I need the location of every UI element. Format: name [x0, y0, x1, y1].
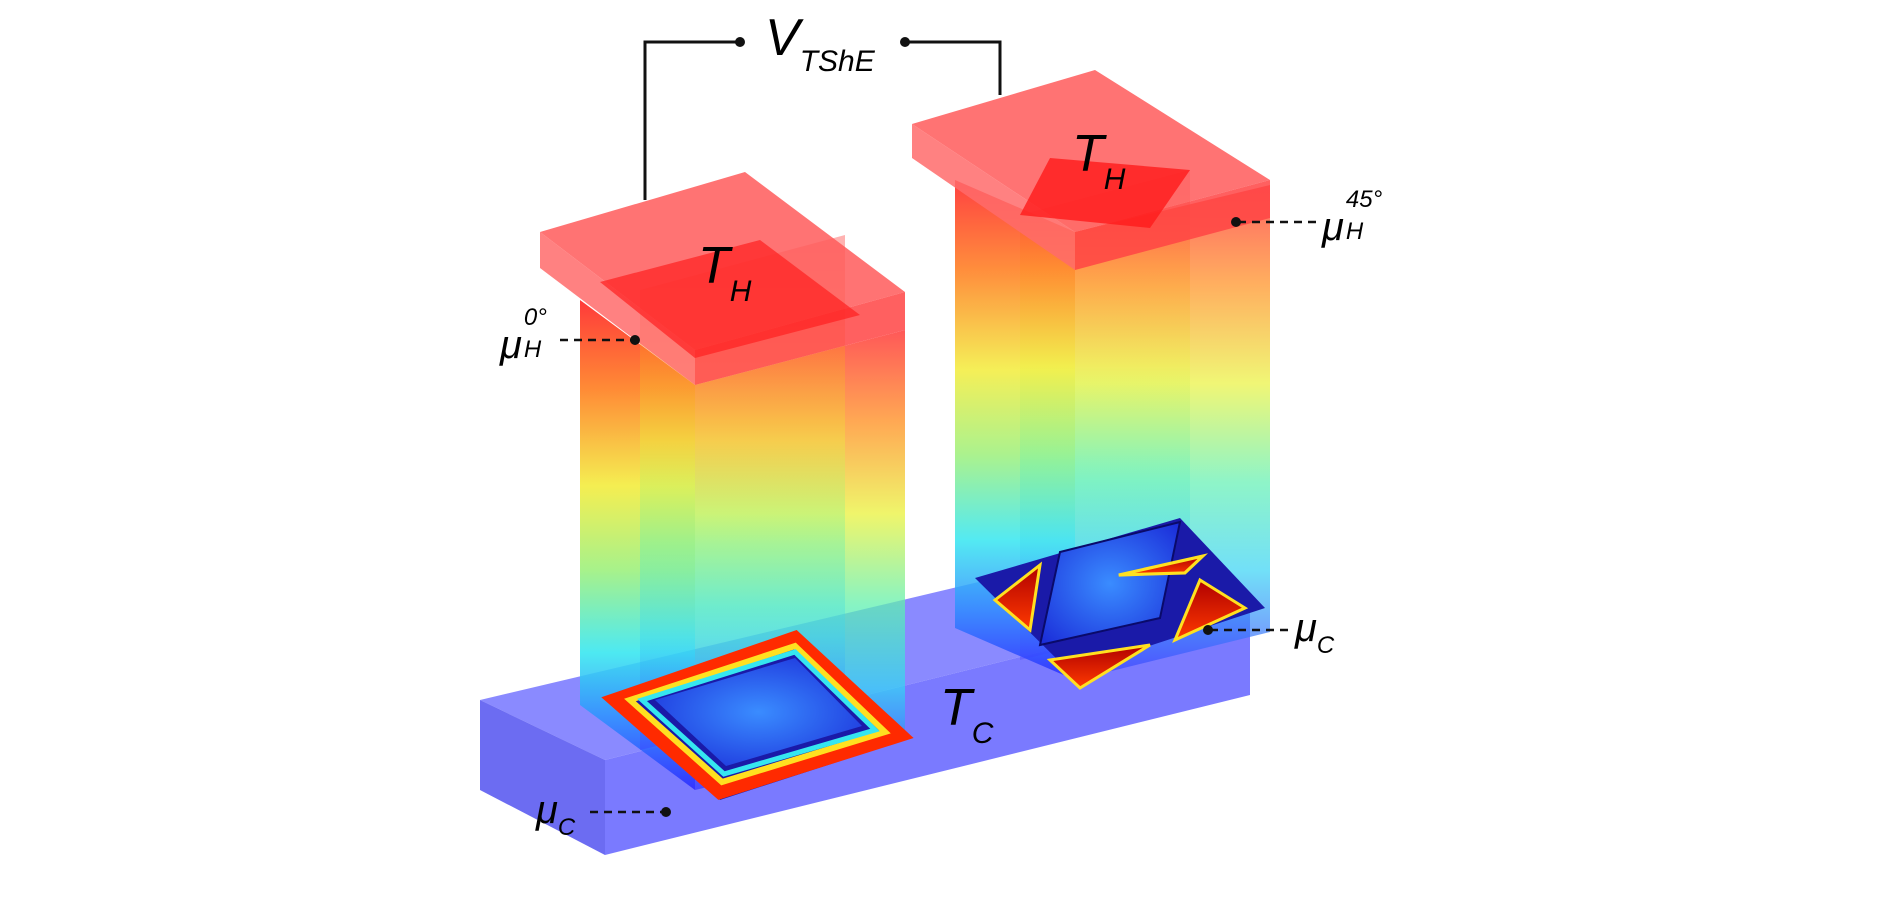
hot-right-label: TH — [1072, 125, 1126, 196]
right-triangle-pattern — [975, 518, 1265, 690]
right-hot-contact — [912, 70, 1270, 270]
mu-h-0-label: μ 0° H — [500, 304, 547, 367]
leader-dot — [630, 335, 640, 345]
hot-left-label: TH — [698, 237, 752, 308]
leader-dot — [1203, 625, 1213, 635]
voltage-wires — [643, 40, 1002, 200]
mu-h-45-label: μ 45° H — [1322, 186, 1383, 249]
left-square-ring — [601, 630, 914, 800]
wire-terminal-right — [900, 37, 910, 47]
left-hot-contact — [540, 172, 905, 385]
mu-c-right-label: μC — [1295, 606, 1335, 659]
leader-dot — [661, 807, 671, 817]
cold-label: TC — [940, 679, 994, 750]
mu-c-left-label: μC — [536, 788, 576, 841]
wire-terminal-left — [735, 37, 745, 47]
leader-dot — [1231, 217, 1241, 227]
leader-lines — [560, 220, 1318, 814]
voltage-label: VTShE — [765, 9, 875, 78]
